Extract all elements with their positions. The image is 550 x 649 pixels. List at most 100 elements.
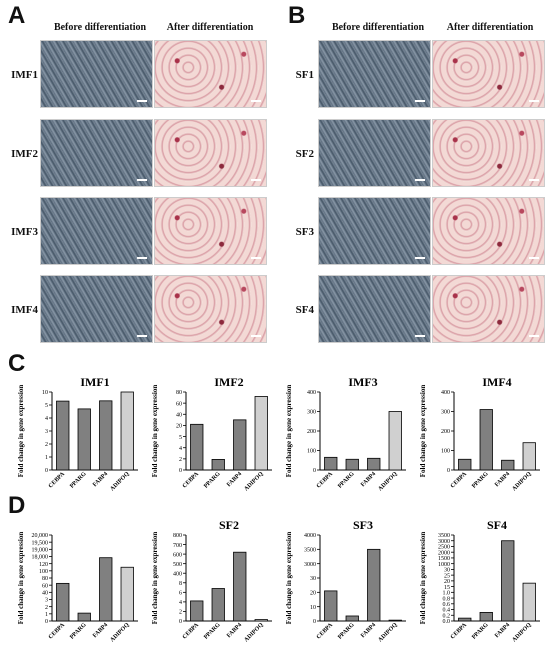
chart-title: SF4	[487, 518, 507, 532]
y-tick-label: 2	[45, 442, 48, 448]
y-tick-label: 5	[45, 403, 48, 409]
scale-bar	[251, 335, 261, 337]
chart-title: IMF1	[80, 375, 109, 389]
x-tick-label: FABP4	[226, 622, 243, 639]
panel-label-c: C	[8, 350, 26, 377]
y-axis-label: Fold change in gene expression	[285, 532, 293, 625]
y-tick-label: 3000	[304, 562, 316, 568]
x-tick-label: PPARG	[337, 622, 356, 641]
y-tick-label: 18,000	[32, 555, 49, 561]
y-tick-label: 60	[176, 401, 182, 407]
bar-pparg	[345, 615, 359, 622]
micrograph-imf3-before	[40, 197, 153, 265]
y-tick-label: 100	[441, 449, 450, 455]
y-tick-label: 0	[45, 468, 48, 474]
bar-cebpa	[458, 458, 472, 471]
y-tick-label: 1000	[438, 562, 450, 568]
row-label-imf2: IMF2	[11, 148, 38, 160]
panel-label-b: B	[288, 2, 306, 29]
bar-chart-sf2: SF2 Fold change in gene expression 0 2 4 6 8 40…	[151, 518, 272, 643]
bar-pparg	[345, 458, 359, 471]
chart-title: IMF3	[348, 375, 377, 389]
row-label-sf3: SF3	[295, 226, 314, 238]
x-tick-label: FABP4	[226, 471, 243, 488]
column-header-after-a: After differentiation	[166, 22, 254, 33]
row-label-imf1: IMF1	[11, 69, 38, 81]
y-tick-label: 120	[39, 562, 48, 568]
bar-adipoq	[388, 619, 402, 622]
bar-cebpa	[56, 400, 70, 471]
x-tick-label: ADIPOQ	[377, 471, 398, 492]
micrograph-sf1-after	[432, 40, 545, 108]
x-tick-label: PPARG	[471, 471, 490, 490]
y-tick-label: 2	[179, 610, 182, 616]
x-tick-label: FABP4	[494, 471, 511, 488]
x-tick-label: CEBPA	[48, 622, 67, 641]
y-tick-label: 0	[179, 619, 182, 625]
y-axis-label: Fold change in gene expression	[151, 385, 159, 478]
bar-adipoq	[388, 411, 402, 471]
x-tick-label: CEBPA	[48, 471, 67, 490]
bar-cebpa	[458, 617, 472, 622]
y-tick-label: 2	[179, 457, 182, 463]
y-tick-label: 100	[39, 569, 48, 575]
bar-fabp4	[99, 400, 113, 471]
y-tick-label: 400	[441, 390, 450, 396]
bar-chart-imf4: IMF4 Fold change in gene expression 0 100 20…	[419, 375, 540, 492]
row-label-sf4: SF4	[295, 304, 314, 316]
chart-title: SF3	[353, 518, 373, 532]
scale-bar	[415, 179, 425, 181]
x-tick-label: ADIPOQ	[109, 622, 130, 643]
y-tick-label: 20	[176, 424, 182, 430]
bar-fabp4	[233, 419, 247, 471]
micrograph-sf2-after	[432, 119, 545, 187]
y-tick-label: 20,000	[32, 533, 49, 539]
micrograph-imf1-after	[154, 40, 267, 108]
x-tick-label: PPARG	[471, 622, 490, 641]
bar-chart-imf3: IMF3 Fold change in gene expression 0 100 20…	[285, 375, 406, 492]
row-label-sf2: SF2	[295, 148, 314, 160]
x-tick-label: ADIPOQ	[243, 622, 264, 643]
y-tick-label: 400	[307, 390, 316, 396]
y-tick-label: 5	[179, 435, 182, 441]
row-label-imf4: IMF4	[11, 304, 38, 316]
y-tick-label: 2	[45, 605, 48, 611]
y-tick-label: 0	[45, 619, 48, 625]
x-tick-label: FABP4	[92, 471, 109, 488]
micrograph-sf4-after	[432, 275, 545, 343]
y-tick-label: 500	[173, 562, 182, 568]
y-tick-label: 4	[179, 446, 182, 452]
x-tick-label: PPARG	[203, 471, 222, 490]
bar-chart-sf3: SF3 Fold change in gene expression 0 10 20 30…	[285, 518, 406, 643]
y-tick-label: 3	[45, 429, 48, 435]
scale-bar	[251, 179, 261, 181]
y-tick-label: 10	[310, 605, 316, 611]
micrograph-sf3-before	[318, 197, 431, 265]
scale-bar	[137, 335, 147, 337]
y-axis-label: Fold change in gene expression	[419, 385, 427, 478]
y-tick-label: 20	[444, 579, 450, 585]
bar-cebpa	[324, 590, 338, 622]
y-tick-label: 15	[444, 585, 450, 591]
bar-adipoq	[120, 566, 134, 622]
bar-adipoq	[254, 396, 268, 471]
bar-adipoq	[254, 619, 268, 622]
y-tick-label: 3500	[304, 548, 316, 554]
micrograph-imf3-after	[154, 197, 267, 265]
row-label-imf3: IMF3	[11, 226, 38, 238]
micrograph-sf4-before	[318, 275, 431, 343]
x-tick-label: CEBPA	[182, 622, 201, 641]
y-tick-label: 19,000	[32, 548, 49, 554]
column-header-after-b: After differentiation	[446, 22, 534, 33]
bar-adipoq	[120, 391, 134, 471]
y-axis-label: Fold change in gene expression	[419, 532, 427, 625]
row-label-sf1: SF1	[295, 69, 314, 81]
bar-pparg	[211, 588, 225, 622]
y-tick-label: 0.2	[443, 613, 451, 619]
bar-pparg	[77, 612, 91, 622]
scale-bar	[415, 335, 425, 337]
x-tick-label: CEBPA	[316, 622, 335, 641]
scale-bar	[137, 179, 147, 181]
bar-cebpa	[56, 582, 70, 622]
y-tick-label: 200	[441, 429, 450, 435]
